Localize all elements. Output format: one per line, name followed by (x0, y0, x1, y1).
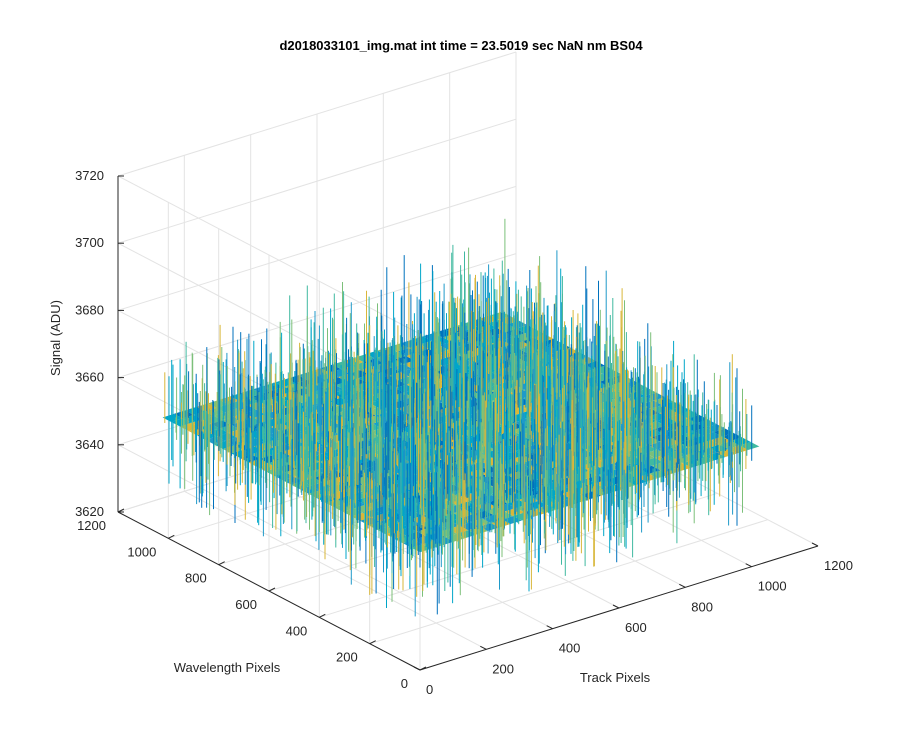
y-tick-mark (168, 534, 175, 539)
y-tick-label: 200 (336, 650, 358, 665)
x-tick-label: 0 (426, 682, 433, 697)
chart-title: d2018033101_img.mat int time = 23.5019 s… (279, 38, 643, 53)
y-axis-label: Wavelength Pixels (174, 660, 281, 675)
surface-patch (739, 442, 760, 450)
x-tick-label: 800 (691, 599, 713, 614)
x-tick-mark (546, 625, 553, 630)
x-tick-mark (745, 563, 752, 568)
y-tick-label: 400 (286, 623, 308, 638)
x-tick-label: 200 (492, 661, 514, 676)
x-axis-label: Track Pixels (580, 670, 651, 685)
x-tick-label: 1000 (758, 579, 787, 594)
y-tick-label: 1000 (127, 544, 156, 559)
y-tick-label: 800 (185, 571, 207, 586)
gridline (117, 51, 517, 177)
surface-patch (728, 445, 749, 454)
surface-patch (231, 449, 252, 458)
z-tick-label: 3620 (75, 504, 104, 519)
surface-mesh (162, 218, 760, 617)
tick-labels: 0 200 400 600 800 1000 1200 0 200 400 600 800 1000 12… (75, 168, 853, 697)
z-tick-label: 3660 (75, 370, 104, 385)
z-tick-label: 3640 (75, 437, 104, 452)
y-tick-label: 1200 (77, 518, 106, 533)
gridline (369, 519, 768, 645)
x-tick-label: 600 (625, 620, 647, 635)
gridline (117, 185, 517, 311)
surface-patch (450, 517, 471, 526)
gridline (117, 253, 517, 379)
x-tick-mark (811, 542, 819, 547)
y-tick-mark (268, 587, 276, 592)
y-tick-label: 0 (401, 676, 408, 691)
x-tick-mark (480, 645, 487, 650)
gridline (117, 118, 517, 244)
y-tick-mark (319, 613, 326, 618)
surface-patch (711, 436, 731, 445)
z-tick-label: 3700 (75, 235, 104, 250)
gridline (319, 492, 718, 618)
z-axis-label: Signal (ADU) (48, 300, 63, 376)
x-tick-mark (612, 604, 620, 609)
gridline (117, 175, 421, 335)
x-tick-label: 1200 (824, 558, 853, 573)
surface-patch (456, 501, 477, 510)
y-tick-mark (369, 640, 376, 645)
z-tick-label: 3720 (75, 168, 104, 183)
y-tick-mark (218, 561, 225, 566)
x-tick-label: 400 (559, 641, 581, 656)
y-tick-label: 600 (235, 597, 257, 612)
z-tick-label: 3680 (75, 302, 104, 317)
x-tick-mark (413, 666, 421, 671)
y-tick-mark (419, 666, 427, 671)
x-tick-mark (679, 583, 686, 588)
